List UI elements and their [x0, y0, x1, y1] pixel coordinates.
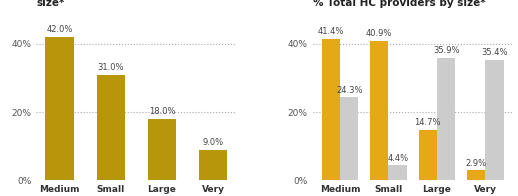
Text: 41.4%: 41.4% — [318, 27, 344, 36]
Bar — [46, 37, 74, 180]
Bar — [199, 150, 227, 180]
Text: % HC providers found non-compliant by
size*: % HC providers found non-compliant by si… — [36, 0, 270, 8]
Bar — [419, 130, 437, 180]
Text: 18.0%: 18.0% — [149, 107, 175, 116]
Bar — [340, 97, 358, 180]
Bar — [388, 165, 407, 180]
Text: 24.3%: 24.3% — [336, 86, 363, 95]
Text: 35.4%: 35.4% — [481, 48, 508, 57]
Text: 14.7%: 14.7% — [414, 118, 441, 127]
Text: 40.9%: 40.9% — [366, 29, 393, 38]
Bar — [97, 75, 125, 180]
Text: 9.0%: 9.0% — [203, 138, 224, 147]
Text: % Total HC providers by size*: % Total HC providers by size* — [312, 0, 485, 8]
Bar — [322, 39, 340, 180]
Text: 2.9%: 2.9% — [466, 159, 487, 168]
Bar — [467, 171, 485, 180]
Bar — [370, 41, 388, 180]
Text: 35.9%: 35.9% — [433, 46, 459, 55]
Text: 31.0%: 31.0% — [97, 63, 124, 72]
Bar — [148, 119, 176, 180]
Text: 42.0%: 42.0% — [46, 25, 73, 34]
Bar — [485, 60, 503, 180]
Bar — [437, 58, 455, 180]
Text: 4.4%: 4.4% — [387, 154, 408, 163]
